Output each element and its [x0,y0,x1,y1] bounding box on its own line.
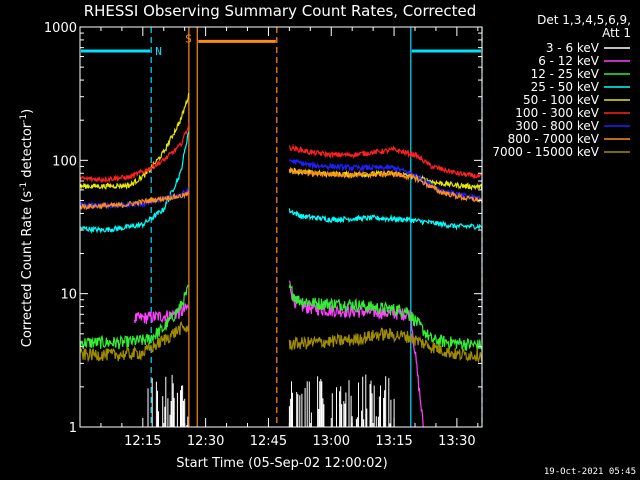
legend-label: 800 - 7000 keV [508,132,600,146]
series-line [79,93,190,191]
plot-frame [79,26,483,428]
x-tick-label: 12:30 [187,434,224,449]
chart-title: RHESSI Observing Summary Count Rates, Co… [84,2,477,20]
flag-label: N [155,45,162,58]
generation-timestamp: 19-Oct-2021 05:45 [544,467,636,477]
y-axis-label: Corrected Count Rate (s-1 detector-1) [19,109,35,347]
y-tick-label: 1000 [44,21,77,36]
x-tick-label: 13:30 [438,434,475,449]
series-line [79,190,190,211]
series-spikes [288,374,395,427]
legend-label: 50 - 100 keV [523,93,600,107]
series-line [79,284,189,350]
series-line [288,143,483,179]
y-axis-label-sup1: -1 [19,182,29,191]
series-line [79,320,190,363]
x-tick-label: 12:45 [250,434,287,449]
flag-label: S [185,32,192,45]
y-axis-ticks: 1 10 100 1000 [44,21,482,436]
y-axis-label-sup2: -1 [19,114,29,123]
series-line [79,123,190,184]
series-line [288,166,483,204]
series-line [288,208,483,231]
y-axis-label-part2: detector [20,122,35,182]
series-line [288,327,483,363]
legend-label: 7000 - 15000 keV [492,145,599,159]
series-line [79,131,190,234]
x-tick-label: 13:15 [375,434,412,449]
x-tick-label: 12:15 [124,434,161,449]
y-axis-label-part3: ) [20,109,35,114]
legend-label: 25 - 50 keV [531,80,600,94]
y-tick-label: 10 [60,288,77,303]
series-line [133,303,189,324]
legend-label: 100 - 300 keV [515,106,599,120]
x-tick-label: 13:00 [313,434,350,449]
y-tick-label: 100 [52,154,77,169]
flag-bars: NS [81,32,481,58]
x-axis-label: Start Time (05-Sep-02 12:00:02) [176,456,387,471]
legend-label: 300 - 800 keV [515,119,599,133]
series-spikes [147,374,189,427]
legend-label: 6 - 12 keV [538,54,600,68]
legend-header-line2: Att 1 [602,26,631,40]
y-axis-label-part1: Corrected Count Rate (s [20,191,35,348]
legend-header-line1: Det 1,3,4,5,6,9, [537,13,631,27]
legend-label: 3 - 6 keV [546,41,600,55]
y-tick-label: 1 [69,421,77,436]
legend-label: 12 - 25 keV [531,67,600,81]
x-axis-ticks: 12:15 12:30 12:45 13:00 13:15 13:30 [79,27,479,449]
series-lines [79,93,483,428]
